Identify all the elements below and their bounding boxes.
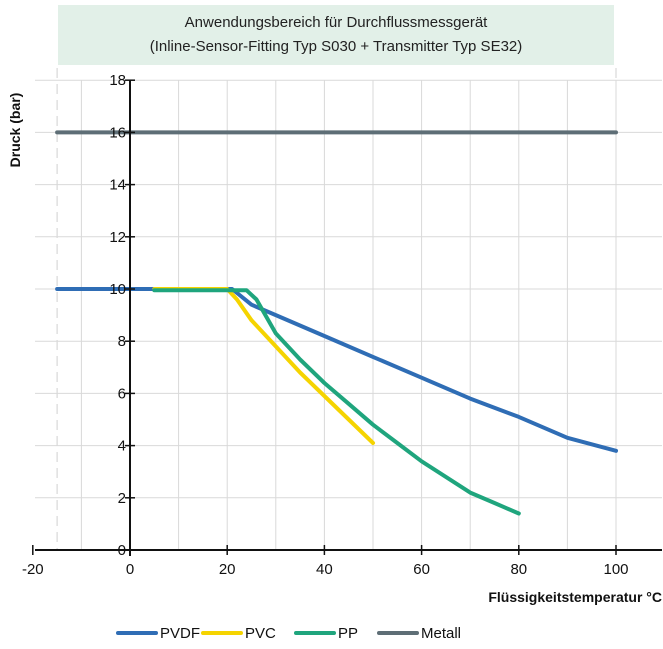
y-tick-label: 18 [109,72,126,89]
chart-title-line-1: Anwendungsbereich für Durchflussmessgerä… [185,14,488,31]
chart-title-line-2: (Inline-Sensor-Fitting Typ S030 + Transm… [150,38,523,55]
x-tick-label: 20 [219,561,236,578]
legend: PVDF PVC PP Metall [116,625,461,642]
x-axis-title: Flüssigkeitstemperatur °C [488,589,662,605]
chart-title-background [58,5,614,65]
y-tick-label: 4 [118,438,126,455]
y-tick-label: 10 [109,281,126,298]
x-tick-label: 100 [603,561,628,578]
x-tick-label: 40 [316,561,333,578]
y-tick-label: 14 [109,177,126,194]
axes [32,79,662,556]
y-tick-label: 6 [118,385,126,402]
y-tick-label: 8 [118,333,126,350]
series-lines [55,130,618,516]
series-line-pp [152,288,521,516]
x-tick-label: 80 [510,561,527,578]
series-line-pvc [152,287,375,445]
legend-label-pvdf: PVDF [160,625,200,642]
y-tick-label: 16 [109,124,126,141]
series-line-pvdf [55,287,618,453]
y-tick-label: 0 [118,542,126,559]
y-axis-title: Druck (bar) [7,93,23,168]
y-tick-label: 2 [118,490,126,507]
y-tick-label: 12 [109,229,126,246]
x-tick-label: -20 [22,561,44,578]
legend-label-metall: Metall [421,625,461,642]
legend-label-pp: PP [338,625,358,642]
x-tick-label: 0 [126,561,134,578]
tick-labels: -20 0 20 40 60 80 100 0 2 4 6 8 10 12 14 16 18 [22,72,629,578]
legend-label-pvc: PVC [245,625,276,642]
x-tick-label: 60 [413,561,430,578]
